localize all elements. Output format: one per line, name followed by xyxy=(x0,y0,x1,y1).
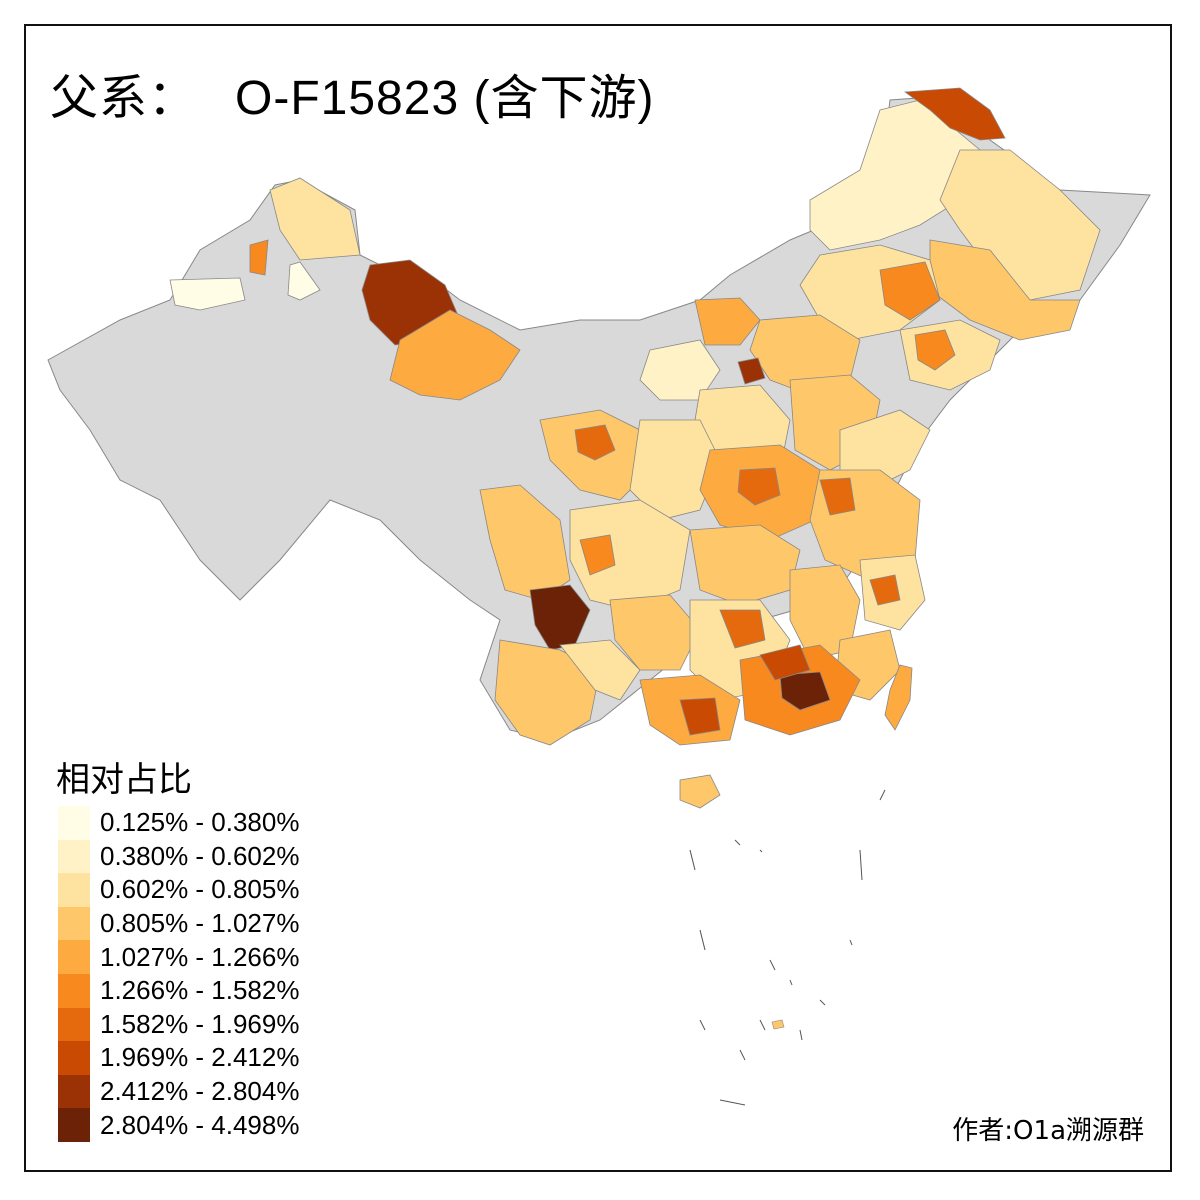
legend-item: 2.804% - 4.498% xyxy=(58,1108,299,1142)
region-meizhou xyxy=(779,671,831,711)
legend-label: 1.969% - 2.412% xyxy=(100,1042,300,1073)
title-prefix: 父系： xyxy=(50,70,198,126)
legend-swatch xyxy=(58,1074,90,1109)
south-china-sea-islands xyxy=(689,789,886,1106)
legend-label: 2.412% - 2.804% xyxy=(100,1076,300,1107)
region-ili xyxy=(169,277,246,311)
region-yunnan-north xyxy=(559,639,641,701)
region-nansha-island xyxy=(771,1019,785,1030)
map-title: 父系： O-F15823 (含下游) xyxy=(50,58,654,128)
legend-label: 2.804% - 4.498% xyxy=(100,1109,300,1140)
legend-label: 0.805% - 1.027% xyxy=(100,908,300,939)
region-guizhou xyxy=(609,594,701,671)
region-taiwan xyxy=(884,664,913,731)
legend-item: 0.125% - 0.380% xyxy=(58,806,299,840)
legend-label: 0.380% - 0.602% xyxy=(100,840,300,871)
legend-item: 1.582% - 1.969% xyxy=(58,1007,300,1042)
region-shihezi xyxy=(287,261,321,301)
author-credit: 作者:O1a溯源群 xyxy=(952,1116,1144,1146)
legend-label: 0.602% - 0.805% xyxy=(100,874,300,905)
legend-item: 1.969% - 2.412% xyxy=(58,1041,299,1075)
title-haplogroup: O-F15823 (含下游) xyxy=(235,72,655,125)
region-chongqing xyxy=(579,534,616,576)
legend-item: 1.266% - 1.582% xyxy=(58,973,300,1008)
legend-item: 0.380% - 0.602% xyxy=(58,839,300,874)
legend-swatch xyxy=(58,906,90,941)
region-karamay xyxy=(249,239,269,276)
legend-label: 1.266% - 1.582% xyxy=(100,975,300,1006)
region-gansu-core xyxy=(574,424,616,461)
legend-item: 2.412% - 2.804% xyxy=(58,1074,300,1109)
legend-swatch xyxy=(58,973,90,1008)
legend-swatch xyxy=(58,839,90,874)
region-jilin xyxy=(929,239,1081,341)
region-chifeng xyxy=(879,261,941,321)
legend-swatch xyxy=(58,873,90,907)
legend-swatch xyxy=(58,1041,90,1075)
legend-label: 1.027% - 1.266% xyxy=(100,941,300,972)
region-shaanxi xyxy=(629,419,721,521)
region-zhejiang-core xyxy=(869,574,901,606)
region-hohhot xyxy=(694,297,761,346)
region-guangdong-north xyxy=(759,644,811,681)
region-heilongjiang xyxy=(939,149,1101,301)
legend-swatch xyxy=(58,806,90,840)
legend-item: 0.602% - 0.805% xyxy=(58,873,299,907)
region-henan-core xyxy=(737,467,781,506)
legend-swatch xyxy=(58,1007,90,1042)
region-heilongjiang-north xyxy=(903,87,1006,141)
region-anhui-core xyxy=(819,477,856,516)
region-liaoning-core xyxy=(914,329,956,371)
region-baotou xyxy=(737,357,766,385)
region-guangxi-core xyxy=(679,697,721,736)
legend-swatch xyxy=(58,940,90,974)
legend: 0.125% - 0.380% 0.380% - 0.602% 0.602% - 0… xyxy=(58,806,299,1142)
legend-title: 相对占比 xyxy=(56,760,192,800)
region-altay xyxy=(269,177,361,261)
legend-item: 0.805% - 1.027% xyxy=(58,906,300,941)
region-jiuquan xyxy=(389,309,521,401)
region-hunan-core xyxy=(719,609,766,649)
region-hainan xyxy=(679,774,721,809)
legend-label: 1.582% - 1.969% xyxy=(100,1008,300,1039)
legend-label: 0.125% - 0.380% xyxy=(100,807,300,838)
legend-swatch xyxy=(58,1108,90,1142)
legend-item: 1.027% - 1.266% xyxy=(58,940,299,974)
